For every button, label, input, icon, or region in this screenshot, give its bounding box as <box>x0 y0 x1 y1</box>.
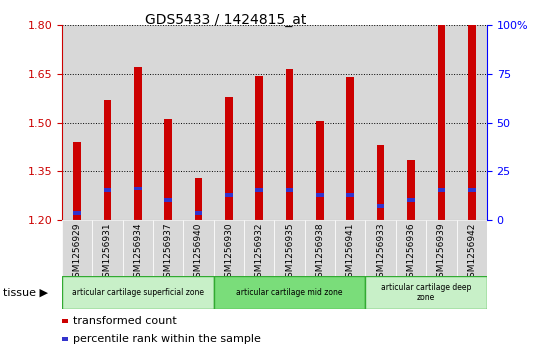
Bar <box>164 198 172 202</box>
Bar <box>153 25 183 220</box>
Bar <box>62 25 92 220</box>
Bar <box>123 220 153 276</box>
Bar <box>365 25 396 220</box>
Bar <box>134 187 141 191</box>
Text: articular cartilage deep
zone: articular cartilage deep zone <box>381 282 471 302</box>
Text: GSM1256932: GSM1256932 <box>254 223 264 283</box>
Bar <box>164 119 172 220</box>
Bar <box>316 193 324 197</box>
Bar <box>365 276 487 309</box>
Bar <box>437 25 445 220</box>
Bar <box>426 220 457 276</box>
Text: GSM1256934: GSM1256934 <box>133 223 142 283</box>
Bar <box>183 220 214 276</box>
Text: GSM1256937: GSM1256937 <box>164 223 173 283</box>
Bar <box>377 204 385 208</box>
Bar <box>407 160 415 220</box>
Bar <box>468 188 476 192</box>
Bar <box>195 178 202 220</box>
Text: GDS5433 / 1424815_at: GDS5433 / 1424815_at <box>145 13 307 27</box>
Bar <box>153 220 183 276</box>
Bar <box>244 220 274 276</box>
Text: transformed count: transformed count <box>73 316 176 326</box>
Bar <box>256 76 263 220</box>
Bar <box>195 211 202 215</box>
Text: GSM1256938: GSM1256938 <box>315 223 324 283</box>
Bar <box>396 220 426 276</box>
Text: articular cartilage mid zone: articular cartilage mid zone <box>236 288 343 297</box>
Bar <box>305 220 335 276</box>
Bar <box>274 220 305 276</box>
Bar <box>346 193 354 197</box>
Bar <box>134 68 141 220</box>
Bar <box>426 25 457 220</box>
Bar <box>73 142 81 220</box>
Bar <box>256 188 263 192</box>
Bar <box>457 25 487 220</box>
Bar <box>123 25 153 220</box>
Text: GSM1256942: GSM1256942 <box>467 223 476 283</box>
Bar <box>62 276 214 309</box>
Bar <box>244 25 274 220</box>
Bar <box>214 25 244 220</box>
Bar <box>305 25 335 220</box>
Bar <box>335 25 365 220</box>
Bar <box>335 220 365 276</box>
Text: GSM1256940: GSM1256940 <box>194 223 203 283</box>
Bar <box>407 198 415 202</box>
Text: GSM1256941: GSM1256941 <box>346 223 355 283</box>
Bar <box>316 121 324 220</box>
Bar <box>104 100 111 220</box>
Text: articular cartilage superficial zone: articular cartilage superficial zone <box>72 288 204 297</box>
Bar <box>396 25 426 220</box>
Bar <box>73 211 81 215</box>
Bar <box>225 97 232 220</box>
Bar <box>104 188 111 192</box>
Bar <box>214 276 365 309</box>
Bar <box>365 220 396 276</box>
Text: GSM1256939: GSM1256939 <box>437 223 446 283</box>
Bar <box>62 220 92 276</box>
Text: GSM1256929: GSM1256929 <box>73 223 82 283</box>
Bar <box>183 25 214 220</box>
Bar <box>346 77 354 220</box>
Text: GSM1256931: GSM1256931 <box>103 223 112 283</box>
Bar <box>214 220 244 276</box>
Text: GSM1256930: GSM1256930 <box>224 223 233 283</box>
Bar <box>286 188 293 192</box>
Bar <box>437 188 445 192</box>
Bar <box>225 193 232 197</box>
Text: GSM1256936: GSM1256936 <box>407 223 415 283</box>
Bar <box>92 220 123 276</box>
Text: GSM1256933: GSM1256933 <box>376 223 385 283</box>
Text: tissue ▶: tissue ▶ <box>3 287 48 297</box>
Bar <box>92 25 123 220</box>
Text: GSM1256935: GSM1256935 <box>285 223 294 283</box>
Bar <box>457 220 487 276</box>
Bar <box>274 25 305 220</box>
Bar <box>286 69 293 220</box>
Text: percentile rank within the sample: percentile rank within the sample <box>73 334 260 344</box>
Bar <box>377 145 385 220</box>
Bar <box>468 25 476 220</box>
